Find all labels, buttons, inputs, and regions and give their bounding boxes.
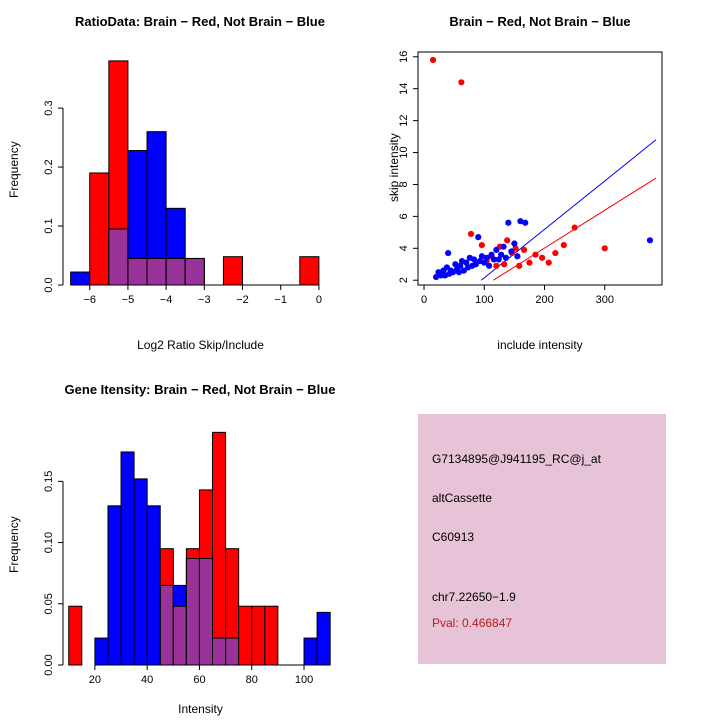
x-tick-label: 20 [89, 674, 101, 686]
gene-hist-title: Gene Itensity: Brain − Red, Not Brain − … [64, 382, 336, 397]
x-tick-label: −3 [198, 294, 211, 306]
x-axis: −6 −5 −4 −3 −2 −1 0 [83, 284, 322, 306]
x-tick-label: 40 [141, 674, 153, 686]
y-tick-label: 4 [398, 245, 410, 251]
histogram-bars [68, 431, 331, 666]
y-tick-label: 6 [398, 213, 410, 219]
ratio-hist-title: RatioData: Brain − Red, Not Brain − Blue [75, 14, 325, 29]
y-axis: 0.0 0.1 0.2 0.3 [43, 100, 64, 293]
info-box: G7134895@J941195_RC@j_at altCassette C60… [418, 414, 666, 664]
y-tick-label: 10 [398, 146, 410, 158]
y-tick-label: 0.1 [43, 218, 55, 233]
y-tick-label: 16 [398, 51, 410, 63]
y-tick-label: 0.00 [43, 654, 55, 675]
y-tick-label: 14 [398, 83, 410, 95]
y-tick-label: 12 [398, 114, 410, 126]
x-tick-label: 0 [421, 294, 427, 306]
ratio-histogram-chart: −6 −5 −4 −3 −2 −1 0 0.0 0.1 0.2 0.3 [43, 60, 322, 306]
y-tick-label: 0.2 [43, 159, 55, 174]
x-tick-label: −5 [122, 294, 135, 306]
gene-histogram-chart: 20 40 60 80 100 0.00 0.05 0.10 0.15 [43, 431, 331, 686]
ratio-hist-xlabel: Log2 Ratio Skip/Include [137, 338, 264, 352]
x-tick-label: −6 [83, 294, 96, 306]
gene-hist-ylabel: Frequency [7, 516, 21, 574]
y-tick-label: 2 [398, 277, 410, 283]
x-tick-label: 100 [475, 294, 493, 306]
x-tick-label: 80 [246, 674, 258, 686]
scatter-ylabel: skip intensity [387, 133, 401, 203]
x-tick-label: 300 [596, 294, 614, 306]
scatter-title: Brain − Red, Not Brain − Blue [449, 14, 631, 29]
x-axis: 0 100 200 300 [421, 284, 614, 306]
y-tick-label: 0.10 [43, 532, 55, 553]
y-tick-label: 0.0 [43, 277, 55, 292]
scatter-xlabel: include intensity [497, 338, 583, 352]
ratio-hist-ylabel: Frequency [7, 141, 21, 199]
y-tick-label: 0.3 [43, 100, 55, 115]
histogram-bars [70, 60, 320, 286]
y-tick-label: 0.15 [43, 471, 55, 492]
plot-frame [417, 51, 663, 286]
x-tick-label: 0 [316, 294, 322, 306]
points-not-brain [432, 218, 654, 281]
x-tick-label: −1 [274, 294, 287, 306]
y-tick-label: 0.05 [43, 593, 55, 614]
info-probe-id: G7134895@J941195_RC@j_at [432, 452, 601, 466]
x-tick-label: 200 [535, 294, 553, 306]
x-tick-label: 100 [295, 674, 313, 686]
x-tick-label: −2 [236, 294, 249, 306]
info-pval: Pval: 0.466847 [432, 616, 513, 630]
y-axis: 2 4 6 8 10 12 14 16 [398, 51, 419, 283]
x-tick-label: −4 [160, 294, 173, 306]
not-brain-fit [480, 139, 657, 281]
y-axis: 0.00 0.05 0.10 0.15 [43, 471, 64, 676]
x-tick-label: 60 [193, 674, 205, 686]
info-event-type: altCassette [432, 491, 493, 505]
info-location: chr7.22650−1.9 [432, 590, 516, 604]
points-brain [429, 56, 608, 269]
intensity-scatter-chart: 0 100 200 300 2 4 6 8 10 12 14 16 [398, 51, 663, 306]
gene-hist-xlabel: Intensity [178, 702, 223, 716]
x-axis: 20 40 60 80 100 [89, 664, 313, 686]
y-tick-label: 8 [398, 181, 410, 187]
info-clone-id: C60913 [432, 530, 475, 544]
